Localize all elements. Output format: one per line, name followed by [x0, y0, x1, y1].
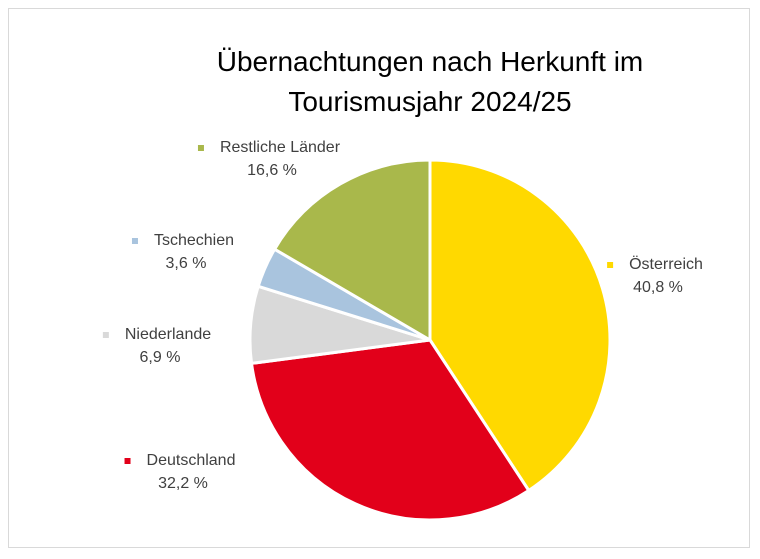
slice-label: Tschechien	[154, 232, 234, 249]
legend-marker	[607, 262, 614, 268]
slice-label: Restliche Länder	[220, 139, 341, 156]
value-label: 16,6 %	[247, 162, 297, 179]
legend-marker	[102, 332, 109, 338]
value-label: 6,9 %	[140, 349, 181, 366]
legend-marker	[131, 238, 138, 244]
value-label: 3,6 %	[166, 255, 207, 272]
legend-marker	[197, 145, 204, 151]
slice-label: Deutschland	[147, 452, 236, 469]
legend-marker	[124, 458, 131, 464]
slice-label: Niederlande	[125, 326, 211, 343]
value-label: 32,2 %	[158, 475, 208, 492]
chart-title: Übernachtungen nach Herkunft im Tourismu…	[216, 46, 644, 117]
value-label: 40,8 %	[633, 279, 683, 296]
pie-slice	[249, 338, 531, 522]
chart-frame	[8, 8, 750, 548]
pie-slice	[272, 158, 432, 343]
slice-label: Österreich	[629, 255, 703, 273]
